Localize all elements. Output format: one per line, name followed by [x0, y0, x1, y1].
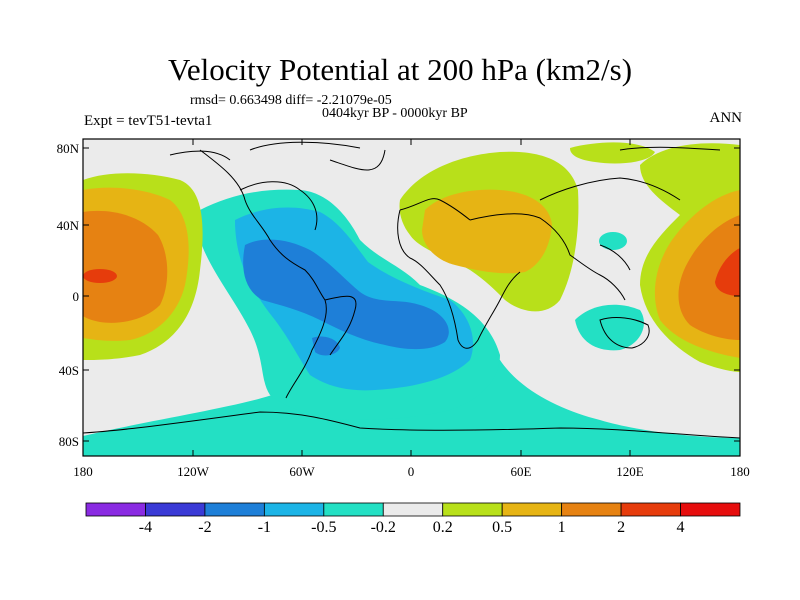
- lat-tick-label: 40N: [57, 218, 80, 233]
- colorbar-swatch: [263, 502, 325, 517]
- lon-tick-label: 60W: [289, 464, 315, 479]
- contour-pos-1-pacific-west: [83, 210, 168, 323]
- lat-tick-label: 0: [73, 289, 80, 304]
- coast-arctic: [619, 146, 721, 151]
- colorbar-label: -0.5: [311, 519, 337, 536]
- contour-field: [83, 139, 740, 456]
- coast-africa-europe: [397, 198, 521, 349]
- contour-pos-1-pacific-east: [678, 215, 740, 340]
- colorbar-label: 0.2: [432, 519, 453, 536]
- lon-tick-label: 0: [408, 464, 415, 479]
- colorbar-swatch: [85, 502, 146, 517]
- contour-neg-0.2-asia: [599, 232, 627, 250]
- colorbar-swatch: [501, 502, 563, 517]
- colorbar-label: -2: [198, 519, 212, 536]
- colorbar-label: -0.2: [370, 519, 396, 536]
- colorbar-swatch: [382, 502, 444, 517]
- lat-tick-label: 80N: [57, 141, 80, 156]
- colorbar-label: 1: [557, 519, 566, 536]
- colorbar-label: 4: [676, 519, 685, 536]
- colorbar: [85, 502, 741, 517]
- lon-tick-label: 60E: [511, 464, 532, 479]
- map-title: Velocity Potential at 200 hPa (km2/s): [167, 52, 633, 87]
- colorbar-swatch: [323, 502, 384, 517]
- contour-neg-0.2-indian: [575, 304, 644, 351]
- colorbar-label: 0.5: [492, 519, 513, 536]
- experiment-label: Expt = tevT51-tevta1: [84, 113, 213, 129]
- contour-pos-0.2-arctic: [570, 142, 655, 164]
- coast-americas: [199, 149, 357, 399]
- lon-ticks: 180 120W 60W 0 60E 120E 180: [73, 139, 750, 479]
- lat-tick-label: 40S: [59, 363, 79, 378]
- lon-tick-label: 180: [73, 464, 93, 479]
- stats-text: rmsd= 0.663498 diff= -2.21079e-05: [190, 93, 392, 108]
- coast-asia: [469, 177, 681, 301]
- colorbar-swatch: [620, 502, 681, 517]
- colorbar-label: -1: [257, 519, 272, 536]
- season-label: ANN: [709, 110, 743, 126]
- coast-australia: [599, 317, 650, 349]
- contour-neg-1: [243, 239, 449, 350]
- contour-pos-2-pacific-west: [83, 269, 117, 283]
- contour-pos-0.5-eurasia: [422, 189, 552, 274]
- lon-tick-label: 180: [730, 464, 750, 479]
- lon-tick-label: 120E: [616, 464, 644, 479]
- period-text: 0404kyr BP - 0000kyr BP: [322, 106, 468, 121]
- colorbar-label: 2: [617, 519, 626, 536]
- coastlines: [83, 141, 740, 439]
- colorbar-label: -4: [138, 519, 153, 536]
- colorbar-swatch: [442, 502, 503, 517]
- lat-tick-label: 80S: [59, 434, 79, 449]
- contour-pos-2-pacific-east: [715, 248, 740, 296]
- colorbar-swatch: [145, 502, 206, 517]
- lon-tick-label: 120W: [177, 464, 210, 479]
- colorbar-swatch: [680, 502, 741, 517]
- coast-antarctica: [83, 411, 740, 439]
- colorbar-swatch: [561, 502, 622, 517]
- coast-north-america: [169, 141, 386, 231]
- lat-ticks: 80N 40N 0 40S 80S: [57, 141, 740, 449]
- colorbar-swatch: [204, 502, 265, 517]
